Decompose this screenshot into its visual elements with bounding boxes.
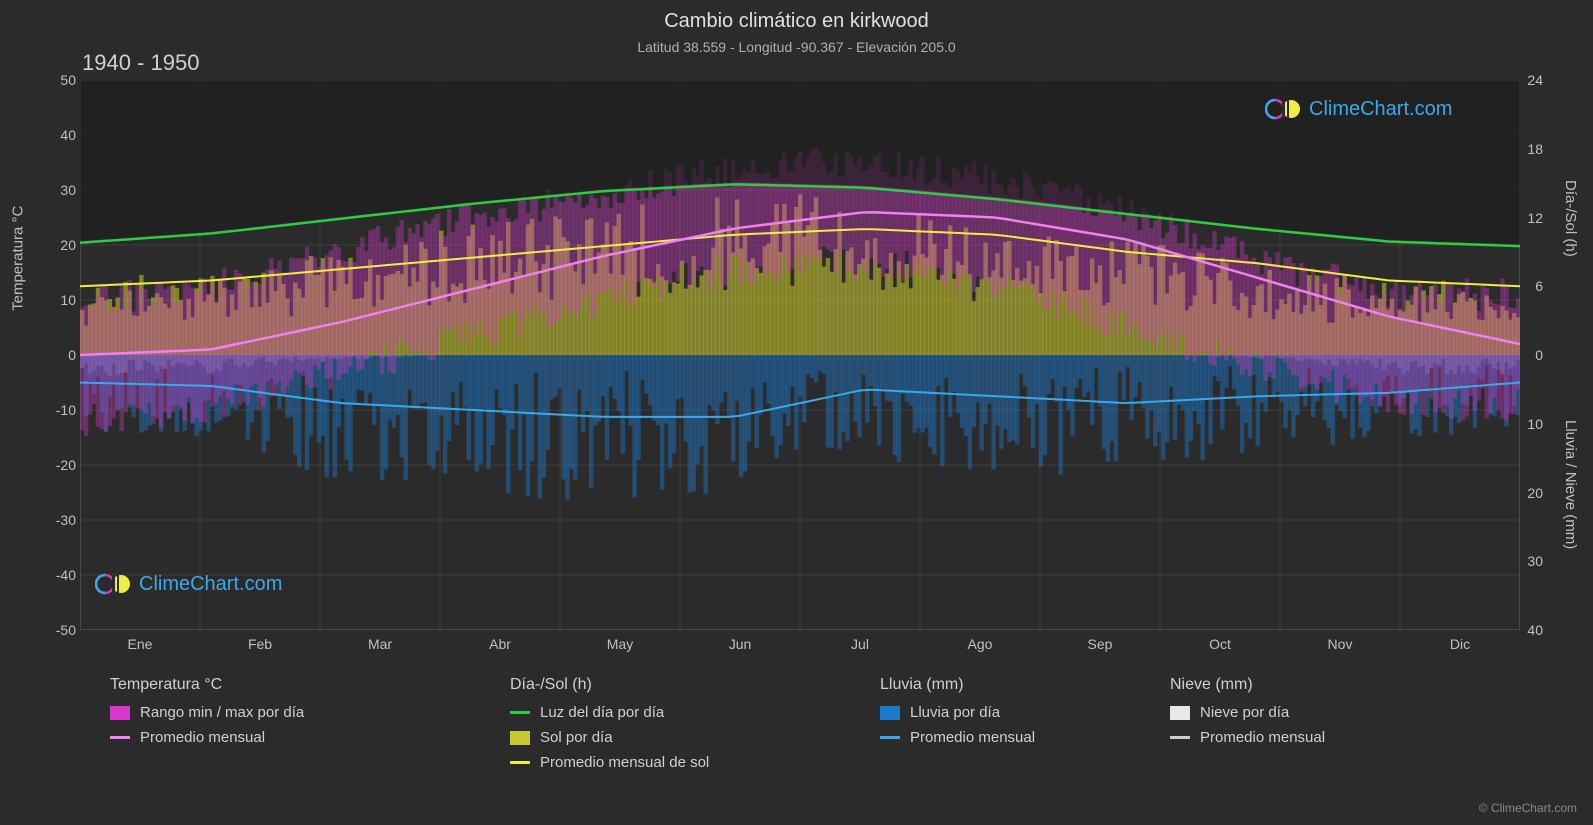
legend-col-rain: Lluvia (mm) Lluvia por día Promedio mens…	[880, 676, 1035, 754]
ytick-left: -10	[50, 402, 76, 418]
legend-rain: Lluvia por día	[910, 704, 1000, 721]
legend-rain-avg: Promedio mensual	[910, 729, 1035, 746]
ytick-left: -20	[50, 457, 76, 473]
legend-sun-avg: Promedio mensual de sol	[540, 754, 709, 771]
ytick-left: -30	[50, 512, 76, 528]
sun-swatch	[510, 731, 530, 745]
month-label: Sep	[1088, 636, 1113, 652]
legend-temp-head: Temperatura °C	[110, 676, 304, 694]
ytick-left: -40	[50, 567, 76, 583]
legend-col-snow: Nieve (mm) Nieve por día Promedio mensua…	[1170, 676, 1325, 754]
ytick-right-top: 12	[1527, 210, 1543, 226]
month-label: Nov	[1328, 636, 1353, 652]
chart-subtitle: Latitud 38.559 - Longitud -90.367 - Elev…	[0, 33, 1593, 55]
month-label: Jul	[851, 636, 869, 652]
snow-avg-swatch	[1170, 736, 1190, 739]
legend-temp-range: Rango min / max por día	[140, 704, 304, 721]
month-label: Mar	[368, 636, 392, 652]
ytick-right-bottom: 30	[1527, 553, 1543, 569]
ytick-left: 40	[50, 127, 76, 143]
month-label: Feb	[248, 636, 272, 652]
ytick-right-bottom: 20	[1527, 485, 1543, 501]
ytick-right-bottom: 40	[1527, 622, 1543, 638]
legend-col-temp: Temperatura °C Rango min / max por día P…	[110, 676, 304, 754]
rain-swatch	[880, 706, 900, 720]
month-label: May	[607, 636, 633, 652]
month-label: Abr	[489, 636, 511, 652]
month-label: Oct	[1209, 636, 1231, 652]
rain-avg-swatch	[880, 736, 900, 739]
legend-snow-avg: Promedio mensual	[1200, 729, 1325, 746]
legend-daylight: Luz del día por día	[540, 704, 664, 721]
y-axis-right-bottom-label: Lluvia / Nieve (mm)	[1562, 420, 1579, 549]
legend-rain-head: Lluvia (mm)	[880, 676, 1035, 694]
chart-plot	[80, 80, 1520, 630]
ytick-right-top: 24	[1527, 72, 1543, 88]
copyright: © ClimeChart.com	[1479, 801, 1577, 815]
ytick-left: 20	[50, 237, 76, 253]
ytick-left: 30	[50, 182, 76, 198]
logo-text: ClimeChart.com	[139, 573, 282, 596]
temp-avg-swatch	[110, 736, 130, 739]
y-axis-left-label: Temperatura °C	[10, 206, 27, 311]
legend-temp-avg: Promedio mensual	[140, 729, 265, 746]
sun-avg-swatch	[510, 761, 530, 764]
ytick-left: 50	[50, 72, 76, 88]
y-axis-right-top-label: Día-/Sol (h)	[1562, 180, 1579, 257]
month-label: Jun	[729, 636, 752, 652]
ytick-left: -50	[50, 622, 76, 638]
legend-sun: Sol por día	[540, 729, 613, 746]
month-label: Dic	[1450, 636, 1470, 652]
x-axis-labels: Ene Feb Mar Abr May Jun Jul Ago Sep Oct Nov Dic	[80, 636, 1520, 656]
legend-snow: Nieve por día	[1200, 704, 1289, 721]
legend-snow-head: Nieve (mm)	[1170, 676, 1325, 694]
legend-col-day: Día-/Sol (h) Luz del día por día Sol por…	[510, 676, 709, 779]
month-label: Ago	[968, 636, 993, 652]
logo-icon	[95, 570, 131, 598]
ytick-right-top: 6	[1535, 278, 1543, 294]
logo-top: ClimeChart.com	[1265, 95, 1452, 123]
ytick-right-top: 0	[1535, 347, 1543, 363]
daylight-swatch	[510, 711, 530, 714]
month-label: Ene	[128, 636, 153, 652]
logo-bottom: ClimeChart.com	[95, 570, 282, 598]
chart-title: Cambio climático en kirkwood	[0, 0, 1593, 33]
ytick-left: 0	[50, 347, 76, 363]
ytick-right-bottom: 10	[1527, 416, 1543, 432]
logo-icon	[1265, 95, 1301, 123]
logo-text: ClimeChart.com	[1309, 98, 1452, 121]
period-label: 1940 - 1950	[82, 50, 199, 76]
snow-swatch	[1170, 706, 1190, 720]
legend-day-head: Día-/Sol (h)	[510, 676, 709, 694]
ytick-left: 10	[50, 292, 76, 308]
ytick-right-top: 18	[1527, 141, 1543, 157]
temp-range-swatch	[110, 706, 130, 720]
